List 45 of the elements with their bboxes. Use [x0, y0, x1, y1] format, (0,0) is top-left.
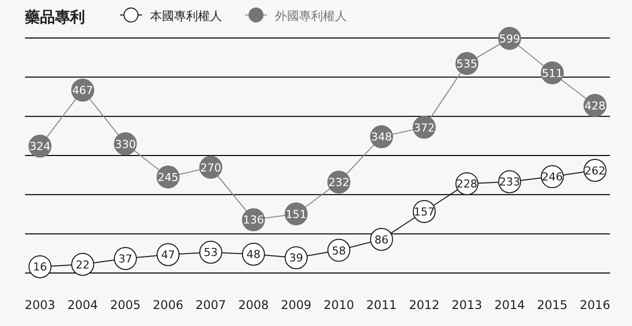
data-label: 136: [242, 214, 264, 227]
x-tick-label: 2004: [67, 298, 98, 312]
data-label: 467: [72, 84, 94, 98]
data-label: 228: [456, 178, 478, 191]
data-label: 16: [33, 260, 47, 274]
chart-title: 藥品專利: [24, 8, 85, 26]
data-label: 151: [286, 208, 307, 221]
x-tick-label: 2014: [494, 298, 525, 312]
data-label: 47: [161, 248, 176, 262]
data-label: 324: [30, 140, 50, 154]
legend-label: 本國專利權人: [150, 9, 222, 23]
data-label: 233: [499, 176, 520, 189]
x-tick-label: 2016: [580, 298, 610, 312]
data-label: 372: [414, 121, 435, 134]
data-label: 428: [584, 99, 606, 112]
data-label: 535: [456, 57, 478, 70]
data-label: 22: [76, 258, 90, 272]
x-tick-label: 2015: [537, 298, 568, 312]
legend-label: 外國專利權人: [275, 9, 347, 23]
x-tick-label: 2010: [324, 298, 354, 312]
x-tick-label: 2007: [195, 298, 226, 312]
x-tick-label: 2011: [366, 298, 397, 312]
x-tick-label: 2005: [110, 298, 141, 312]
data-label: 53: [204, 246, 218, 260]
x-tick-label: 2003: [24, 298, 56, 312]
data-label: 511: [542, 66, 563, 80]
data-label: 48: [246, 248, 260, 262]
data-label: 599: [499, 32, 520, 46]
data-label: 348: [371, 130, 392, 144]
x-tick-label: 2009: [280, 298, 312, 312]
data-label: 330: [114, 138, 136, 151]
data-label: 245: [158, 171, 179, 184]
data-label: 58: [332, 244, 346, 258]
data-label: 232: [328, 176, 350, 190]
x-tick-label: 2013: [452, 298, 482, 312]
data-label: 246: [542, 170, 563, 184]
data-label: 157: [414, 206, 435, 219]
data-label: 37: [118, 252, 132, 266]
x-tick-label: 2012: [408, 298, 440, 312]
data-label: 270: [200, 161, 222, 174]
data-label: 86: [374, 233, 389, 246]
x-tick-label: 2008: [238, 298, 269, 312]
x-tick-label: 2006: [152, 298, 184, 312]
data-label: 262: [584, 164, 606, 178]
data-label: 39: [289, 252, 304, 265]
